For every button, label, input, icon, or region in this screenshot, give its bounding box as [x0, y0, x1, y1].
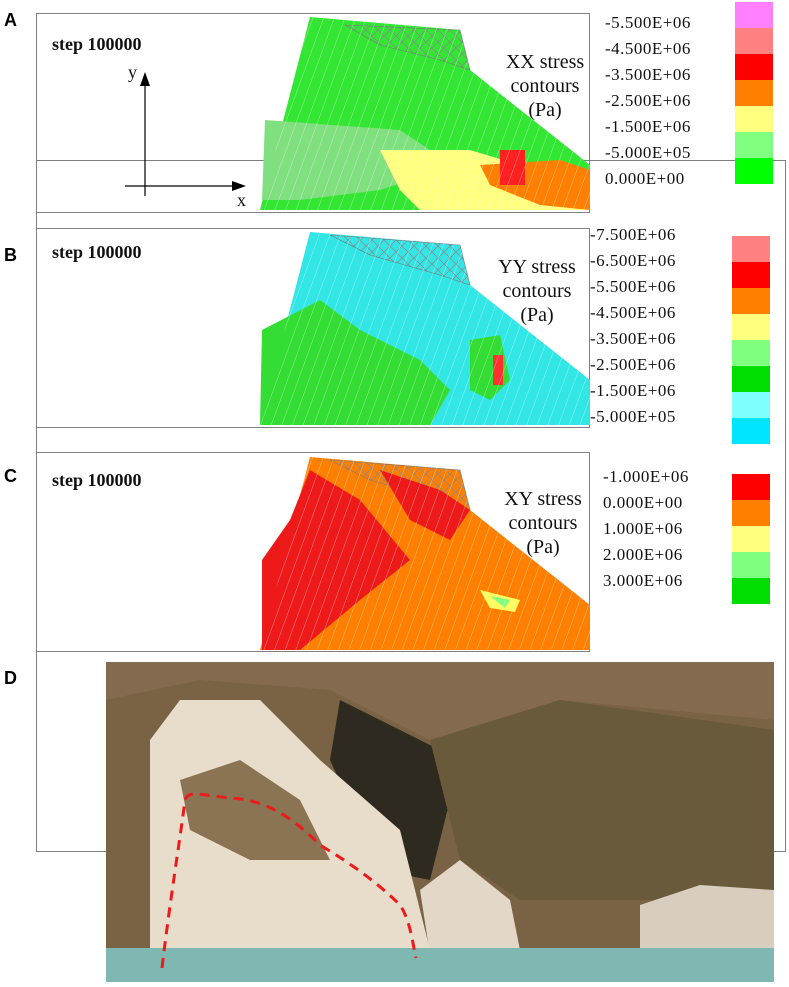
- panel-letter-b: B: [4, 245, 17, 265]
- legend-c-swatches: [732, 474, 770, 604]
- legend-c-swatch: [732, 578, 770, 604]
- legend-a-swatch: [735, 80, 773, 106]
- title-b-unit: (Pa): [520, 304, 554, 326]
- legend-a-label: -2.500E+06: [605, 91, 691, 110]
- legend-c-swatch: [732, 474, 770, 500]
- legend-a-label: -5.000E+05: [605, 143, 691, 162]
- legend-c-label: -1.000E+06: [603, 467, 689, 486]
- legend-b-label: -1.500E+06: [590, 381, 676, 400]
- legend-b-label: -7.500E+06: [590, 225, 676, 244]
- legend-a-label: -1.500E+06: [605, 117, 691, 136]
- legend-c-swatch: [732, 526, 770, 552]
- legend-c-label: 3.000E+06: [603, 571, 683, 590]
- legend-c-label: 0.000E+00: [603, 493, 683, 512]
- panel-letter-c: C: [4, 466, 17, 486]
- axis-y-label: y: [128, 62, 137, 82]
- legend-a-label: -5.500E+06: [605, 13, 691, 32]
- legend-b-swatch: [732, 262, 770, 288]
- title-c: XY stress contours (Pa): [488, 487, 598, 559]
- legend-a-swatch: [735, 2, 773, 28]
- legend-b-labels: -7.500E+06 -6.500E+06 -5.500E+06 -4.500E…: [590, 222, 676, 430]
- legend-a-swatch: [735, 28, 773, 54]
- legend-b-swatch: [732, 340, 770, 366]
- legend-a-swatch: [735, 158, 773, 184]
- title-a-line1: XX stress: [505, 51, 585, 73]
- legend-b-label: -3.500E+06: [590, 329, 676, 348]
- title-c-unit: (Pa): [526, 536, 560, 558]
- legend-a-swatches: [735, 2, 773, 184]
- legend-b-label: -2.500E+06: [590, 355, 676, 374]
- legend-a-label: -4.500E+06: [605, 39, 691, 58]
- legend-b-label: -5.500E+06: [590, 277, 676, 296]
- legend-b-swatch: [732, 366, 770, 392]
- legend-a-label: 0.000E+00: [605, 169, 685, 188]
- axis-x-label: x: [237, 190, 246, 210]
- legend-b-swatch: [732, 314, 770, 340]
- legend-b-label: -4.500E+06: [590, 303, 676, 322]
- panel-letter-a: A: [4, 10, 17, 30]
- legend-a-swatch: [735, 54, 773, 80]
- legend-c-swatch: [732, 552, 770, 578]
- title-a-unit: (Pa): [528, 99, 562, 121]
- legend-c-labels: -1.000E+06 0.000E+00 1.000E+06 2.000E+06…: [603, 464, 689, 594]
- title-a-line2: contours: [510, 75, 580, 97]
- panel-letter-d: D: [4, 668, 17, 688]
- legend-c-label: 2.000E+06: [603, 545, 683, 564]
- legend-a-labels: -5.500E+06 -4.500E+06 -3.500E+06 -2.500E…: [605, 10, 691, 192]
- title-b-line1: YY stress: [498, 256, 576, 278]
- legend-c-label: 1.000E+06: [603, 519, 683, 538]
- title-c-line1: XY stress: [504, 488, 582, 510]
- legend-a-swatch: [735, 106, 773, 132]
- legend-b-swatch: [732, 288, 770, 314]
- legend-b-swatches: [732, 236, 770, 444]
- legend-b-label: -6.500E+06: [590, 251, 676, 270]
- legend-c-swatch: [732, 500, 770, 526]
- step-label-b: step 100000: [52, 242, 142, 262]
- title-a: XX stress contours (Pa): [490, 50, 600, 122]
- title-b-line2: contours: [502, 280, 572, 302]
- title-b: YY stress contours (Pa): [482, 255, 592, 327]
- step-label-c: step 100000: [52, 470, 142, 490]
- step-label-a: step 100000: [52, 34, 142, 54]
- legend-b-swatch: [732, 392, 770, 418]
- title-c-line2: contours: [508, 512, 578, 534]
- legend-b-label: -5.000E+05: [590, 407, 676, 426]
- legend-b-swatch: [732, 418, 770, 444]
- legend-a-swatch: [735, 132, 773, 158]
- legend-b-swatch: [732, 236, 770, 262]
- legend-a-label: -3.500E+06: [605, 65, 691, 84]
